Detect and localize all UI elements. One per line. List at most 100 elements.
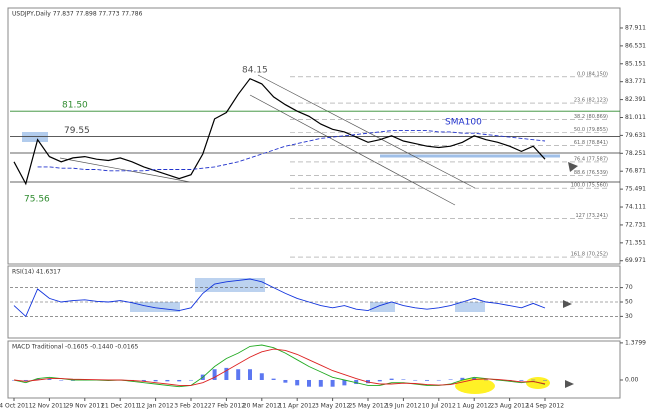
y-tick-label: 78.251 bbox=[625, 150, 646, 157]
histogram-bar bbox=[23, 379, 28, 382]
histogram-bar bbox=[35, 378, 40, 380]
histogram-bar bbox=[236, 369, 241, 380]
histogram-bar bbox=[401, 379, 406, 380]
histogram-bar bbox=[283, 379, 288, 383]
histogram-bar bbox=[543, 379, 547, 381]
channel-line bbox=[257, 74, 476, 189]
histogram-bar bbox=[153, 379, 158, 382]
x-tick-label: 2 Nov 2011 bbox=[32, 403, 67, 410]
highlight-box bbox=[370, 302, 395, 312]
channel-line bbox=[59, 157, 191, 183]
histogram-bar bbox=[342, 379, 347, 386]
y-tick-label: 69.971 bbox=[625, 257, 646, 264]
histogram-bar bbox=[318, 379, 323, 387]
histogram-bar bbox=[377, 379, 382, 382]
y-tick-label: 87.911 bbox=[625, 24, 646, 31]
price-panel bbox=[7, 7, 621, 265]
histogram-bar bbox=[165, 379, 170, 382]
histogram-bar bbox=[484, 379, 488, 381]
y-tick-label: 86.531 bbox=[625, 42, 646, 49]
y-tick-label: 83.771 bbox=[625, 78, 646, 85]
highlight-box bbox=[130, 302, 180, 312]
series-line bbox=[37, 130, 546, 172]
arrow bbox=[568, 162, 578, 172]
histogram-bar bbox=[307, 379, 311, 387]
x-tick-label: 29 Nov 2011 bbox=[66, 403, 105, 410]
arrow bbox=[565, 380, 574, 388]
histogram-bar bbox=[189, 379, 193, 381]
level-label: 79.55 bbox=[64, 126, 90, 136]
x-tick-label: 25 May 2012 bbox=[348, 403, 387, 410]
fib-label: 161.8 (70.252) bbox=[571, 252, 608, 258]
y-tick-label: 74.111 bbox=[625, 204, 646, 211]
histogram-bar bbox=[531, 379, 536, 381]
fib-label: 50.0 (79.855) bbox=[574, 127, 608, 133]
x-tick-label: 19 Jun 2012 bbox=[385, 403, 421, 410]
histogram-bar bbox=[354, 379, 359, 385]
histogram-bar bbox=[177, 379, 182, 382]
histogram-bar bbox=[330, 379, 335, 387]
y-tick-label: 1.3799 bbox=[625, 339, 646, 346]
x-tick-label: 14 Oct 2011 bbox=[0, 403, 33, 410]
y-tick-label: 76.871 bbox=[625, 168, 646, 175]
panel-title: MACD Traditional -0.1605 -0.1440 -0.0165 bbox=[12, 344, 139, 351]
histogram-bar bbox=[59, 379, 64, 381]
x-tick-label: 23 Aug 2012 bbox=[490, 403, 529, 410]
fib-label: 76.4 (77.587) bbox=[574, 156, 608, 162]
histogram-bar bbox=[425, 379, 429, 381]
x-tick-label: 12 Jan 2012 bbox=[138, 403, 174, 410]
x-tick-label: 11 Apr 2012 bbox=[279, 403, 316, 410]
histogram-bar bbox=[212, 369, 217, 380]
highlight-box bbox=[22, 132, 48, 142]
y-tick-label: 70 bbox=[625, 284, 633, 291]
y-tick-label: 50 bbox=[625, 299, 633, 306]
histogram-bar bbox=[472, 377, 477, 380]
level-label: 81.50 bbox=[62, 101, 88, 111]
annotation: 84.15 bbox=[242, 65, 268, 75]
series-line bbox=[13, 278, 546, 318]
level-label: 75.56 bbox=[24, 195, 50, 205]
fib-label: 61.8 (78.841) bbox=[574, 140, 608, 146]
histogram-bar bbox=[259, 373, 264, 380]
y-tick-label: 85.151 bbox=[625, 60, 646, 67]
highlight-ellipse bbox=[455, 378, 495, 394]
fib-label: 0.0 (84.150) bbox=[577, 71, 608, 77]
histogram-bar bbox=[460, 377, 465, 380]
panel-title: RSI(14) 41.6317 bbox=[12, 269, 61, 276]
histogram-bar bbox=[224, 367, 229, 380]
histogram-bar bbox=[271, 378, 276, 380]
histogram-bar bbox=[366, 379, 370, 384]
series-line bbox=[13, 348, 546, 386]
fib-label: 127 (73.241) bbox=[575, 213, 608, 219]
highlight-ellipse bbox=[526, 377, 550, 389]
x-tick-label: 3 Feb 2012 bbox=[174, 403, 208, 410]
y-tick-label: 81.011 bbox=[625, 114, 646, 121]
histogram-bar bbox=[47, 378, 52, 380]
x-tick-label: 3 May 2012 bbox=[315, 403, 350, 410]
histogram-bar bbox=[436, 379, 441, 381]
highlight-box bbox=[195, 278, 265, 292]
y-tick-label: 0.00 bbox=[625, 376, 639, 383]
x-tick-label: 1 Aug 2012 bbox=[457, 403, 492, 410]
fib-label: 88.6 (76.539) bbox=[574, 170, 608, 176]
histogram-bar bbox=[413, 379, 418, 381]
y-tick-label: 72.731 bbox=[625, 221, 646, 228]
histogram-bar bbox=[448, 379, 453, 380]
macd-panel bbox=[7, 340, 621, 399]
histogram-bar bbox=[389, 378, 394, 380]
histogram-bar bbox=[141, 379, 146, 382]
y-tick-label: 30 bbox=[625, 313, 633, 320]
x-tick-label: 14 Sep 2012 bbox=[526, 403, 564, 410]
y-tick-label: 82.391 bbox=[625, 96, 646, 103]
x-tick-label: 27 Feb 2012 bbox=[208, 403, 246, 410]
highlight-box bbox=[455, 302, 485, 312]
y-tick-label: 71.351 bbox=[625, 239, 646, 246]
histogram-bar bbox=[248, 369, 252, 380]
y-tick-label: 79.631 bbox=[625, 132, 646, 139]
x-tick-label: 21 Dec 2011 bbox=[101, 403, 140, 410]
panel-title: USDJPY,Daily 77.837 77.898 77.773 77.786 bbox=[12, 11, 143, 18]
series-line bbox=[13, 77, 546, 186]
fib-label: 100.0 (75.560) bbox=[571, 183, 608, 189]
